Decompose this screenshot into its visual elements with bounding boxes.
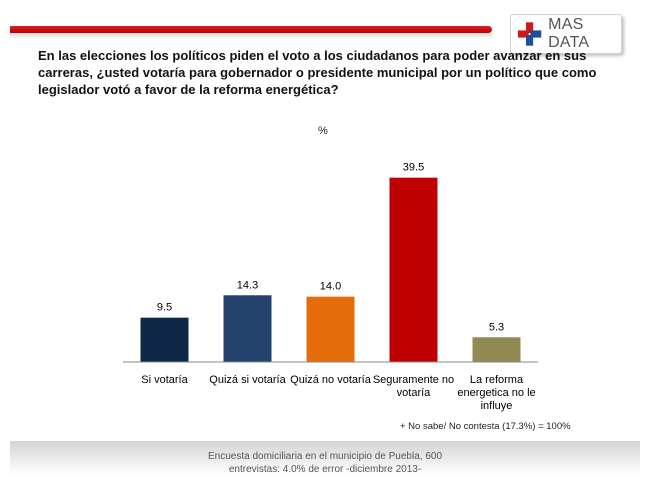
category-label-4: La reforma energetica no le influye	[457, 374, 535, 412]
category-label-1: Quizá si votaría	[209, 374, 286, 386]
footer-line-1: Encuesta domiciliaria en el municipio de…	[207, 451, 443, 462]
bar-0	[140, 317, 189, 362]
category-label-0: Si votaría	[141, 374, 188, 386]
nonresponse-note: + No sabe/ No contesta (17.3%) = 100%	[400, 421, 571, 432]
red-blue-cross-logo-icon	[517, 22, 542, 46]
bar-4	[472, 337, 521, 362]
category-label-3: Seguramente no votaría	[373, 374, 454, 399]
data-label-4: 5.3	[489, 321, 504, 333]
bar-1	[223, 295, 272, 362]
data-label-0: 9.5	[157, 302, 172, 314]
header-accent-bar	[10, 26, 492, 38]
data-label-1: 14.3	[237, 279, 258, 291]
survey-footer: Encuesta domiciliaria en el municipio de…	[10, 441, 640, 475]
bar-3	[389, 177, 438, 362]
brand-name: MAS DATA	[548, 16, 590, 51]
brand-logo: MAS DATA	[510, 14, 622, 54]
footer-line-2: entrevistas: 4.0% de error -diciembre 20…	[228, 464, 422, 475]
survey-question: En las elecciones los políticos piden el…	[38, 48, 597, 97]
unit-label: %	[318, 125, 328, 137]
category-label-2: Quizá no votaría	[290, 374, 372, 386]
bar-2	[306, 296, 355, 362]
data-label-3: 39.5	[403, 162, 424, 174]
data-label-2: 14.0	[320, 281, 341, 293]
